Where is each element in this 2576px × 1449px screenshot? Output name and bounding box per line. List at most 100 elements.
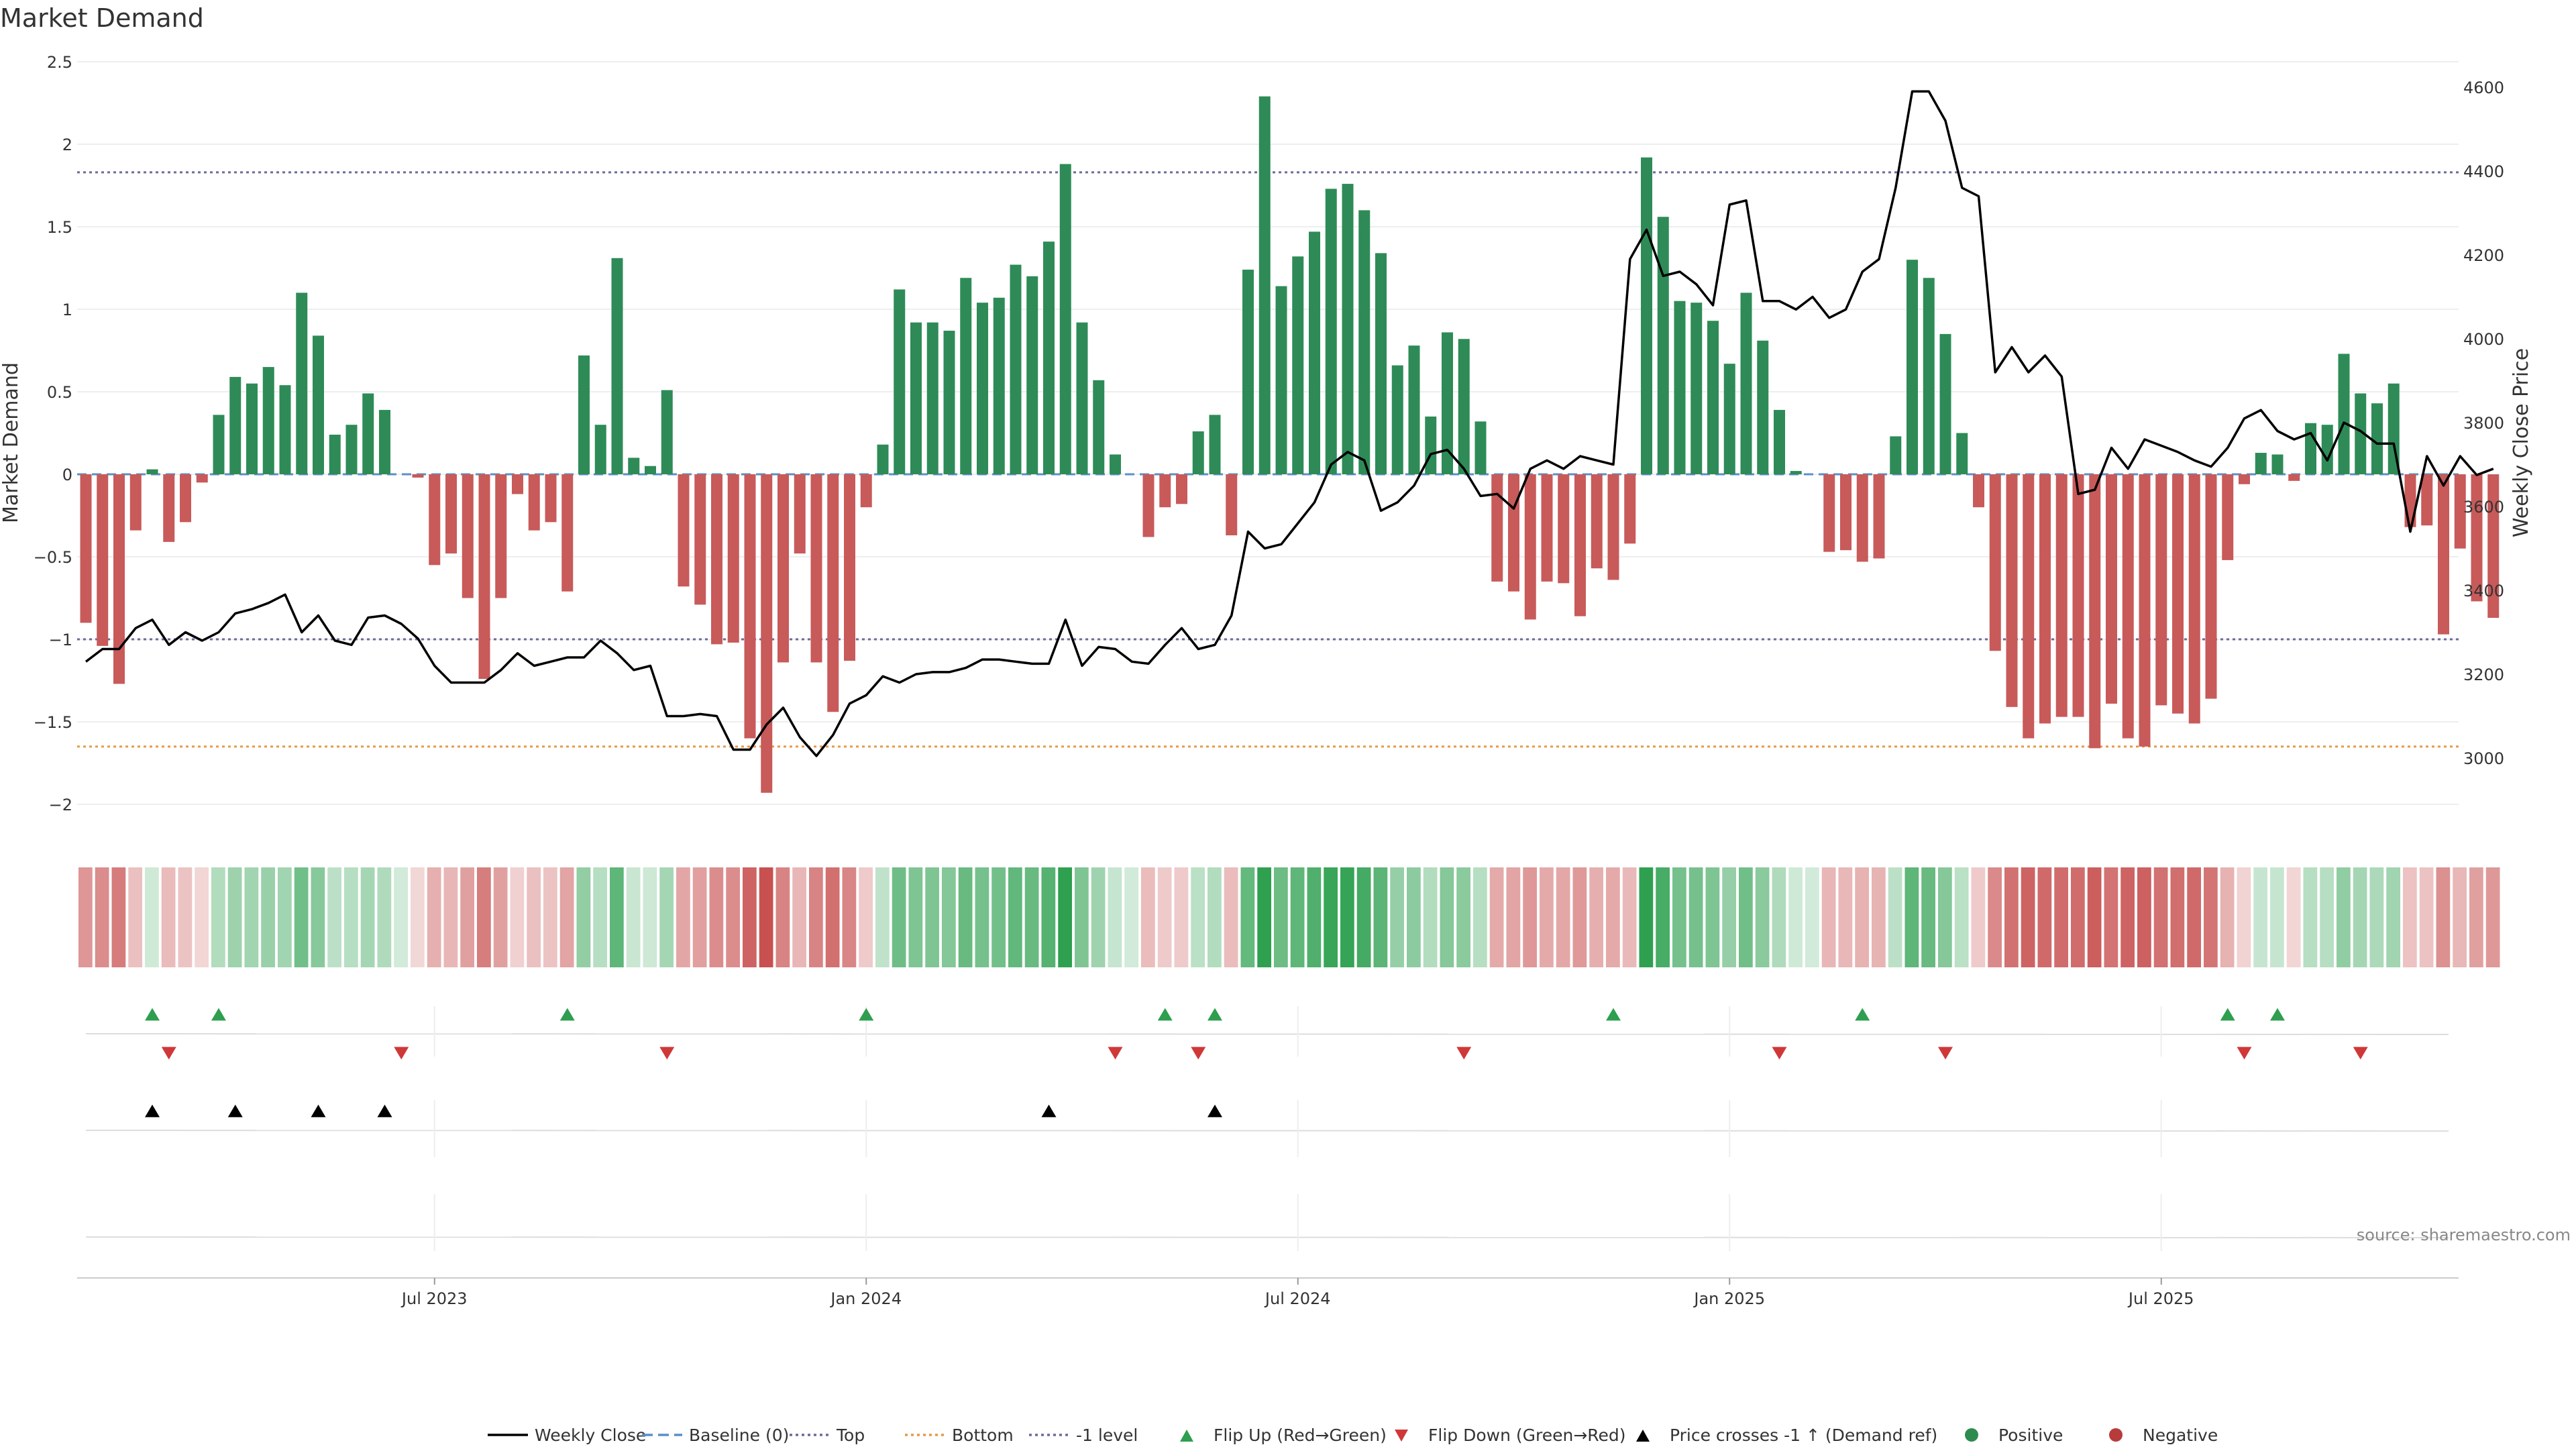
demand-bar-137 (2355, 393, 2367, 474)
demand-bar-24 (478, 474, 490, 680)
price-cross-marker-0 (145, 1104, 160, 1118)
demand-bar-127 (2188, 474, 2200, 724)
heat-cell-91 (1589, 867, 1603, 967)
heat-cell-99 (1722, 867, 1736, 967)
flip-down-marker-3 (1108, 1046, 1123, 1060)
heat-cell-29 (559, 867, 574, 967)
demand-bar-124 (2139, 474, 2151, 747)
legend-item-9-swatch (2109, 1428, 2123, 1442)
demand-bar-115 (1989, 474, 2001, 651)
demand-bar-145 (2487, 474, 2500, 619)
heat-cell-12 (278, 867, 292, 967)
heat-cell-138 (2369, 867, 2384, 967)
demand-bar-121 (2089, 474, 2101, 749)
legend-item-9-label: Negative (2143, 1426, 2218, 1445)
legend-item-7: Price crosses -1 ↑ (Demand ref) (1636, 1426, 1937, 1445)
heat-cell-133 (2286, 867, 2301, 967)
heat-cell-122 (2104, 867, 2118, 967)
demand-bar-52 (943, 330, 955, 474)
heat-cell-139 (2386, 867, 2400, 967)
heat-cell-1 (95, 867, 109, 967)
y-tick-label-5: 0 (62, 466, 72, 484)
price-line-group (85, 90, 2494, 757)
heat-cell-14 (311, 867, 325, 967)
heat-cell-37 (692, 867, 707, 967)
demand-bar-76 (1342, 184, 1354, 474)
y-tick-label-8: −1.5 (34, 713, 72, 732)
demand-bar-92 (1607, 474, 1619, 580)
heat-cell-93 (1622, 867, 1637, 967)
heat-cell-135 (2320, 867, 2334, 967)
heat-cell-5 (161, 867, 176, 967)
price-cross-marker-3 (377, 1104, 392, 1118)
demand-bar-116 (2006, 474, 2018, 707)
heat-cell-112 (1938, 867, 1952, 967)
legend-item-0-label: Weekly Close (535, 1426, 646, 1445)
heat-cell-35 (659, 867, 674, 967)
demand-bar-123 (2122, 474, 2134, 739)
marker-row-divider-1 (85, 1130, 2449, 1132)
y-tick-label-0: 2.5 (47, 53, 72, 72)
heat-cell-71 (1257, 867, 1271, 967)
flip-down-marker-7 (1938, 1046, 1953, 1060)
y-tick-label-4: 0.5 (47, 383, 72, 402)
flip-down-marker-2 (659, 1046, 675, 1060)
demand-bar-20 (412, 474, 424, 478)
demand-bar-58 (1043, 241, 1055, 474)
heat-cell-52 (942, 867, 956, 967)
heat-cell-143 (2453, 867, 2467, 967)
legend-item-4-label: -1 level (1076, 1426, 1138, 1445)
heat-cell-20 (411, 867, 425, 967)
heat-cell-48 (875, 867, 890, 967)
demand-bar-99 (1723, 364, 1735, 474)
heat-cell-66 (1174, 867, 1189, 967)
legend-item-4: -1 level (1029, 1426, 1138, 1445)
heat-cell-105 (1821, 867, 1836, 967)
heat-cell-120 (2071, 867, 2085, 967)
demand-bar-91 (1591, 474, 1603, 569)
demand-bar-8 (213, 415, 225, 474)
heat-cell-107 (1855, 867, 1869, 967)
demand-bar-98 (1707, 321, 1719, 474)
demand-bar-15 (329, 434, 341, 474)
legend-item-2: Top (790, 1426, 865, 1445)
heat-cell-45 (825, 867, 840, 967)
heat-cell-34 (643, 867, 657, 967)
demand-bar-61 (1093, 380, 1105, 474)
demand-bar-49 (894, 289, 906, 474)
event-marker-rows (85, 1006, 2449, 1251)
demand-bar-88 (1541, 474, 1553, 582)
demand-bar-22 (445, 474, 457, 554)
demand-bar-82 (1442, 332, 1453, 474)
demand-bar-110 (1907, 260, 1918, 474)
legend-item-1: Baseline (0) (642, 1426, 789, 1445)
demand-bar-0 (80, 474, 92, 623)
demand-bar-60 (1076, 322, 1088, 474)
heat-cell-73 (1290, 867, 1305, 967)
demand-bar-94 (1641, 157, 1652, 474)
heat-cell-144 (2469, 867, 2483, 967)
heat-cell-79 (1390, 867, 1404, 967)
heat-cell-75 (1324, 867, 1338, 967)
heat-cell-127 (2187, 867, 2201, 967)
demand-bar-142 (2438, 474, 2449, 635)
legend-item-3: Bottom (905, 1426, 1014, 1445)
flip-down-marker-5 (1456, 1046, 1472, 1060)
heat-cell-102 (1772, 867, 1786, 967)
heat-cell-77 (1356, 867, 1371, 967)
demand-bar-89 (1558, 474, 1570, 584)
heat-cell-67 (1191, 867, 1205, 967)
heat-cell-108 (1872, 867, 1886, 967)
legend-item-2-label: Top (836, 1426, 865, 1445)
y2-tick-label-6: 3400 (2463, 582, 2504, 600)
demand-bar-39 (727, 474, 739, 643)
demand-bar-38 (711, 474, 722, 645)
heat-cell-141 (2419, 867, 2434, 967)
heat-cell-30 (576, 867, 591, 967)
demand-bar-4 (146, 469, 158, 474)
y2-tick-label-2: 4200 (2463, 246, 2504, 265)
heat-cell-33 (626, 867, 641, 967)
heat-cell-60 (1075, 867, 1089, 967)
heat-cell-95 (1656, 867, 1670, 967)
x-axis: Jul 2023 Jan 2024 Jul 2024 Jan 2025 Jul 2025 (77, 1277, 2459, 1308)
